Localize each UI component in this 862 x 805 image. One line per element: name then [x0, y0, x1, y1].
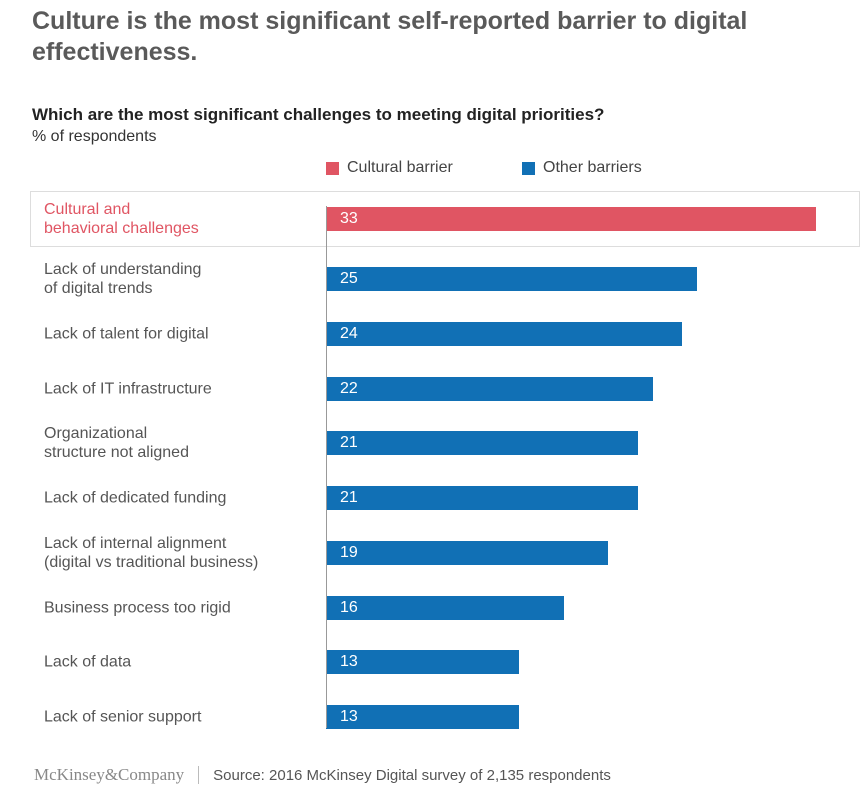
category-label: Lack of data: [44, 653, 132, 671]
data-label: 19: [340, 544, 358, 561]
data-label: 33: [340, 210, 358, 227]
category-label: Lack of internal alignment (digital vs t…: [44, 535, 259, 571]
data-label: 21: [340, 434, 358, 451]
bar: 16: [326, 596, 564, 620]
bar: 21: [326, 431, 638, 455]
headline: Culture is the most significant self-rep…: [32, 7, 748, 66]
category-label: Lack of understanding of digital trends: [44, 261, 202, 297]
data-label: 25: [340, 270, 358, 287]
highlight-box: [30, 191, 860, 247]
chart-title: Which are the most significant challenge…: [32, 105, 605, 124]
bar: 19: [326, 541, 609, 565]
legend-swatch-other: [522, 161, 535, 175]
unit-label: % of respondents: [32, 128, 157, 145]
bar: 22: [326, 377, 653, 401]
source-note: Source: 2016 McKinsey Digital survey of …: [213, 766, 611, 784]
category-label: Cultural and behavioral challenges: [44, 201, 199, 237]
divider: [198, 766, 200, 784]
bar: 13: [326, 650, 520, 674]
legend-cultural: Cultural barrier: [326, 159, 453, 177]
category-label: Lack of IT infrastructure: [44, 380, 212, 398]
mckinsey-logo: McKinsey&Company: [34, 765, 185, 784]
category-label: Lack of dedicated funding: [44, 489, 227, 507]
bar: 13: [326, 705, 520, 729]
data-label: 13: [340, 653, 358, 670]
data-label: 21: [340, 489, 358, 506]
category-label: Organizational structure not aligned: [44, 425, 189, 461]
legend-swatch-cultural: [326, 161, 339, 175]
category-label: Business process too rigid: [44, 599, 231, 617]
axis-line: [326, 206, 327, 728]
data-label: 16: [340, 599, 358, 616]
bar: 21: [326, 486, 638, 510]
bar: 25: [326, 267, 698, 291]
data-label: 13: [340, 708, 358, 725]
footer: McKinsey&Company Source: 2016 McKinsey D…: [34, 765, 611, 785]
bar: 24: [326, 322, 683, 346]
legend-label: Other barriers: [543, 159, 642, 176]
category-label: Lack of senior support: [44, 708, 202, 726]
data-label: 22: [340, 380, 358, 397]
bar: 33: [326, 207, 816, 231]
data-label: 24: [340, 325, 358, 342]
legend-other: Other barriers: [522, 159, 642, 177]
legend-label: Cultural barrier: [347, 159, 453, 176]
category-label: Lack of talent for digital: [44, 325, 209, 343]
